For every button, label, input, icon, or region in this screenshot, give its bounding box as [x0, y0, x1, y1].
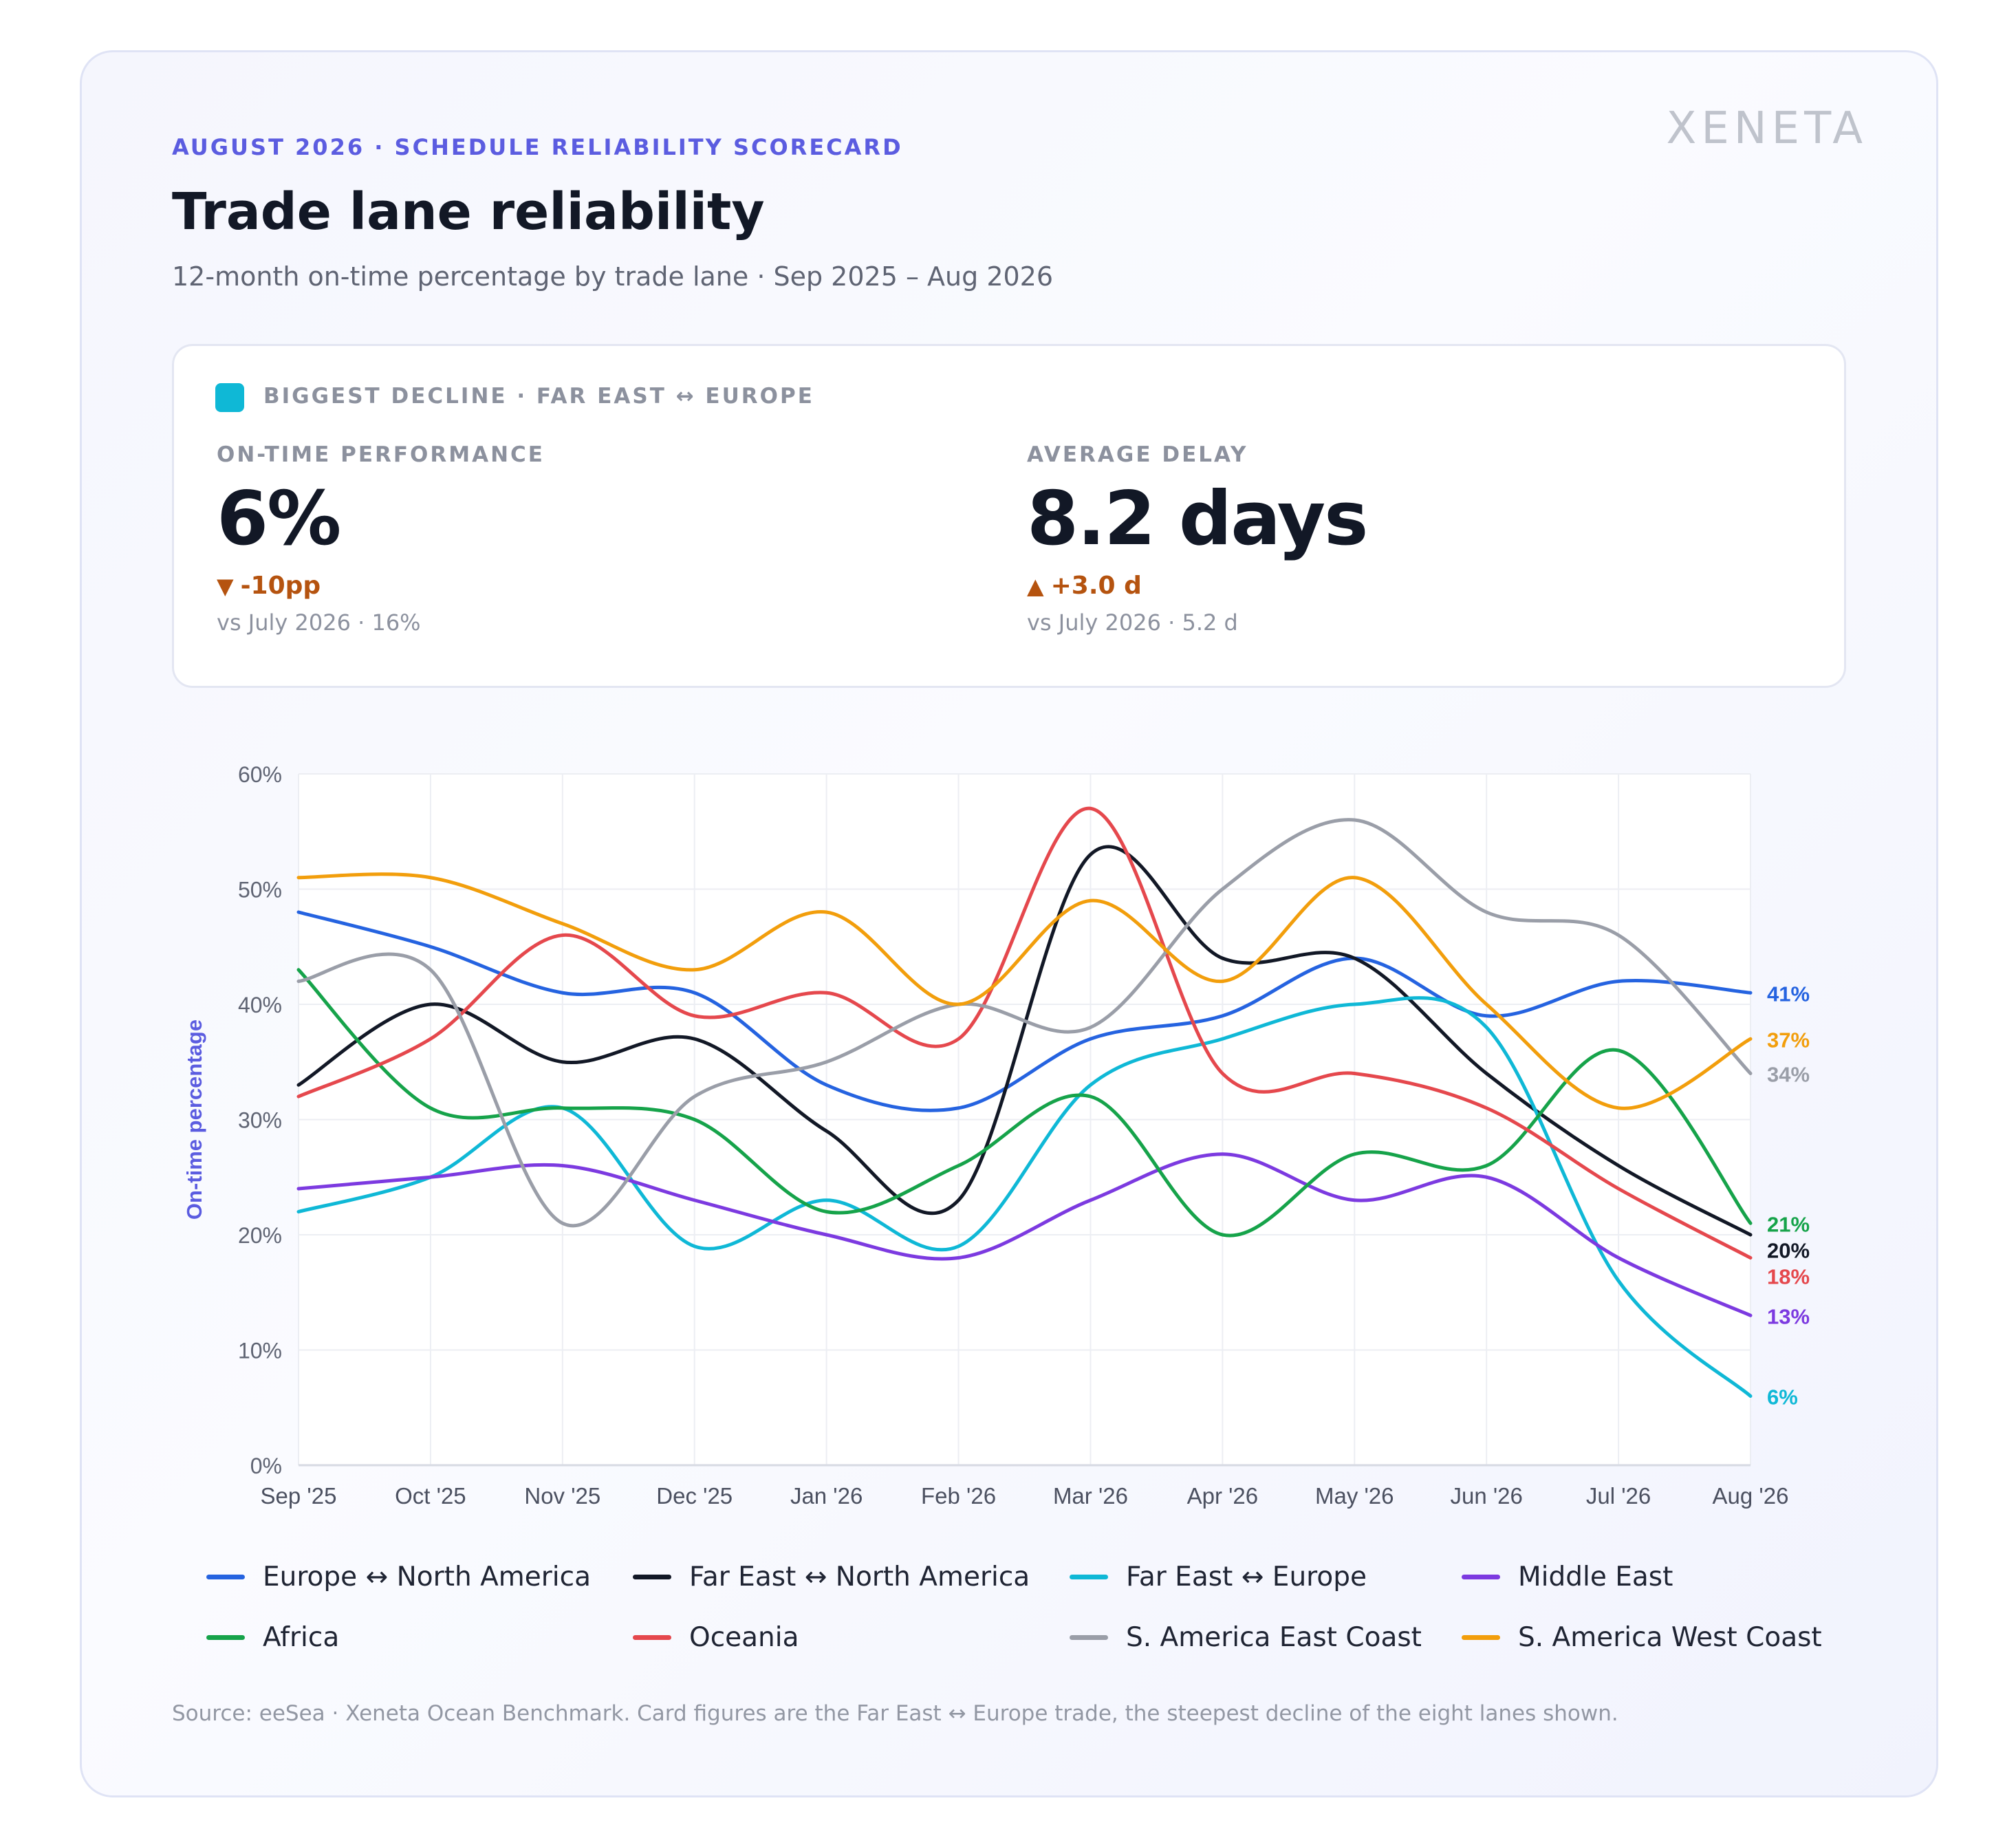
legend-label: Far East ↔ Europe — [1126, 1562, 1367, 1592]
y-tick-label: 40% — [238, 993, 282, 1017]
on-time-label: ON-TIME PERFORMANCE — [217, 442, 545, 467]
eyebrow-label: AUGUST 2026 · SCHEDULE RELIABILITY SCORE… — [172, 134, 903, 160]
source-note: Source: eeSea · Xeneta Ocean Benchmark. … — [172, 1701, 1618, 1726]
x-tick-label: Aug '26 — [1713, 1483, 1789, 1509]
legend-item-s-america-east-coast: S. America East Coast — [1070, 1622, 1422, 1653]
legend-label: Africa — [263, 1622, 340, 1653]
delay-delta: ▲ +3.0 d — [1027, 572, 1367, 600]
legend-label: S. America West Coast — [1518, 1622, 1822, 1653]
triangle-down-icon: ▼ — [217, 573, 234, 600]
legend-item-middle-east: Middle East — [1462, 1562, 1673, 1592]
x-tick-label: Jun '26 — [1450, 1483, 1522, 1509]
kpi-card: BIGGEST DECLINE · FAR EAST ↔ EUROPE ON-T… — [172, 344, 1846, 688]
end-label-africa: 21% — [1767, 1212, 1810, 1236]
on-time-delta: ▼ -10pp — [217, 572, 545, 600]
series-line-s-america-west-coast — [296, 872, 1753, 1110]
series-line-africa — [296, 968, 1753, 1238]
series-line-europe-north-america — [296, 910, 1753, 1112]
chart-legend: Europe ↔ North America Far East ↔ North A… — [206, 1562, 1857, 1699]
y-axis-title: On-time percentage — [182, 1019, 206, 1220]
delay-delta-value: +3.0 d — [1050, 572, 1142, 601]
end-label-far-east-north-america: 20% — [1767, 1238, 1810, 1262]
y-tick-label: 0% — [250, 1454, 282, 1478]
delay-value: 8.2 days — [1027, 476, 1368, 562]
legend-label: Oceania — [689, 1622, 799, 1653]
legend-item-africa: Africa — [206, 1622, 339, 1653]
delay-label: AVERAGE DELAY — [1027, 442, 1248, 467]
page-subtitle: 12-month on-time percentage by trade lan… — [172, 261, 1054, 292]
series-line-s-america-east-coast — [296, 818, 1753, 1227]
x-tick-label: Oct '25 — [395, 1483, 466, 1509]
y-tick-label: 60% — [238, 762, 282, 787]
legend-swatch-icon — [206, 1635, 245, 1640]
legend-swatch-icon — [1070, 1575, 1108, 1579]
legend-swatch-icon — [206, 1575, 245, 1579]
x-tick-label: Dec '25 — [656, 1483, 733, 1509]
legend-item-s-america-west-coast: S. America West Coast — [1462, 1622, 1822, 1653]
y-tick-label: 30% — [238, 1108, 282, 1133]
legend-label: Europe ↔ North America — [263, 1562, 591, 1592]
end-label-europe-north-america: 41% — [1767, 982, 1810, 1006]
legend-swatch-icon — [1070, 1635, 1108, 1640]
legend-item-europe-north-america: Europe ↔ North America — [206, 1562, 591, 1592]
legend-label: Far East ↔ North America — [689, 1562, 1030, 1592]
x-tick-label: Jan '26 — [790, 1483, 863, 1509]
legend-item-oceania: Oceania — [633, 1622, 799, 1653]
delay-metric: AVERAGE DELAY 8.2 days ▲ +3.0 d vs July 2… — [1027, 442, 1368, 636]
lane-swatch-icon — [215, 383, 244, 412]
end-label-s-america-west-coast: 37% — [1767, 1028, 1810, 1052]
on-time-value: 6% — [217, 476, 341, 562]
end-label-oceania: 18% — [1767, 1264, 1810, 1288]
y-tick-label: 20% — [238, 1223, 282, 1248]
on-time-delta-value: -10pp — [240, 572, 321, 601]
on-time-reference: vs July 2026 · 16% — [217, 609, 421, 636]
x-tick-label: Sep '25 — [261, 1483, 337, 1509]
legend-swatch-icon — [1462, 1575, 1500, 1579]
x-tick-label: Apr '26 — [1187, 1483, 1259, 1509]
x-tick-label: Jul '26 — [1586, 1483, 1651, 1509]
legend-item-far-east-europe: Far East ↔ Europe — [1070, 1562, 1367, 1592]
y-tick-label: 50% — [238, 878, 282, 903]
legend-label: S. America East Coast — [1126, 1622, 1422, 1653]
delay-reference: vs July 2026 · 5.2 d — [1027, 609, 1238, 636]
end-label-middle-east: 13% — [1767, 1304, 1810, 1328]
x-tick-label: Nov '25 — [524, 1483, 600, 1509]
page-title: Trade lane reliability — [172, 182, 765, 241]
triangle-up-icon: ▲ — [1027, 573, 1044, 600]
x-tick-label: Feb '26 — [921, 1483, 996, 1509]
x-tick-label: May '26 — [1315, 1483, 1394, 1509]
x-tick-label: Mar '26 — [1053, 1483, 1128, 1509]
legend-item-far-east-north-america: Far East ↔ North America — [633, 1562, 1030, 1592]
y-tick-label: 10% — [238, 1339, 282, 1363]
end-label-far-east-europe: 6% — [1767, 1385, 1798, 1409]
kpi-tag: BIGGEST DECLINE · FAR EAST ↔ EUROPE — [263, 384, 814, 409]
legend-swatch-icon — [633, 1635, 671, 1640]
series-line-oceania — [296, 806, 1753, 1260]
legend-swatch-icon — [1462, 1635, 1500, 1640]
end-label-s-america-east-coast: 34% — [1767, 1063, 1810, 1087]
legend-label: Middle East — [1518, 1562, 1673, 1592]
legend-swatch-icon — [633, 1575, 671, 1579]
on-time-metric: ON-TIME PERFORMANCE 6% ▼ -10pp vs July 20… — [217, 442, 545, 636]
xeneta-logo: XENETA — [1666, 103, 1867, 154]
series-line-middle-east — [296, 1152, 1753, 1317]
series-line-far-east-north-america — [296, 845, 1753, 1237]
